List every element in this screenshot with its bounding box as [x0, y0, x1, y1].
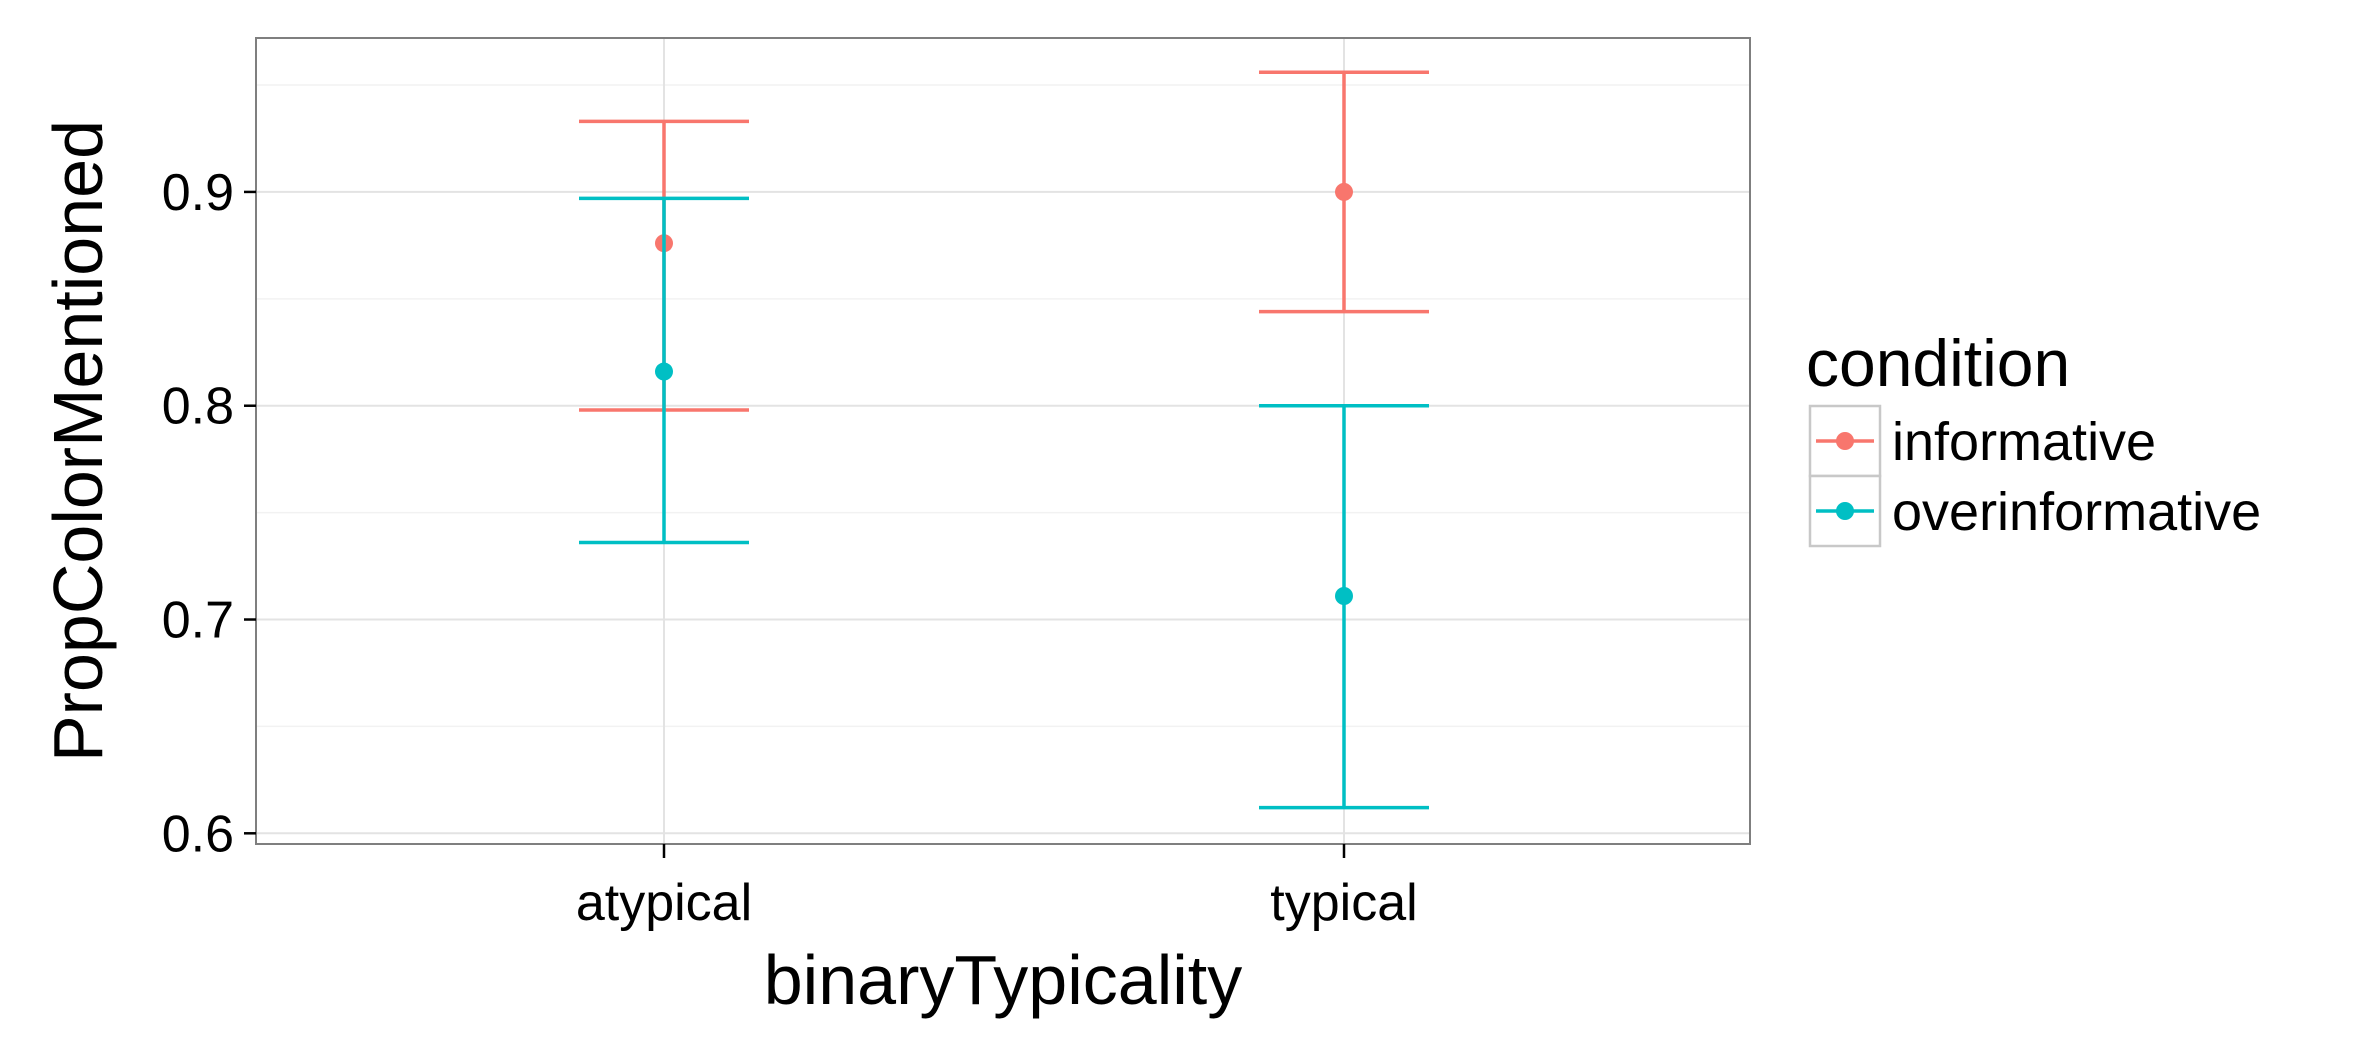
y-tick-label: 0.6 — [162, 805, 234, 863]
legend-items: informative overinformative — [1808, 404, 2261, 548]
panel-border — [255, 37, 1751, 845]
y-tick-label: 0.9 — [162, 164, 234, 222]
x-tick-label: atypical — [576, 874, 752, 932]
data-point — [655, 362, 673, 381]
y-tick-label: 0.7 — [162, 592, 234, 650]
legend-key-point — [1836, 432, 1854, 450]
x-axis-title: binaryTypicality — [764, 941, 1243, 1019]
legend-title: condition — [1806, 326, 2070, 400]
y-tick-label: 0.8 — [162, 378, 234, 436]
plot-panel — [255, 37, 1751, 845]
data-point — [1335, 587, 1353, 605]
legend-key-point — [1836, 502, 1854, 520]
y-axis: 0.6 0.7 0.8 0.9 — [162, 164, 256, 863]
series-overinformative — [579, 196, 1429, 810]
series-layer — [579, 70, 1429, 810]
x-tick-label: typical — [1270, 874, 1417, 932]
legend: condition informative overinformative — [1806, 326, 2261, 548]
x-axis: atypical typical — [576, 844, 1418, 932]
legend-item-informative: informative — [1808, 404, 2156, 478]
y-axis-title: PropColorMentioned — [39, 120, 117, 762]
panel-background — [256, 38, 1750, 844]
legend-label: informative — [1892, 412, 2156, 472]
grid-minor — [256, 84, 1750, 728]
data-point — [1335, 182, 1353, 201]
legend-label: overinformative — [1892, 482, 2261, 542]
legend-item-overinformative: overinformative — [1808, 474, 2261, 548]
